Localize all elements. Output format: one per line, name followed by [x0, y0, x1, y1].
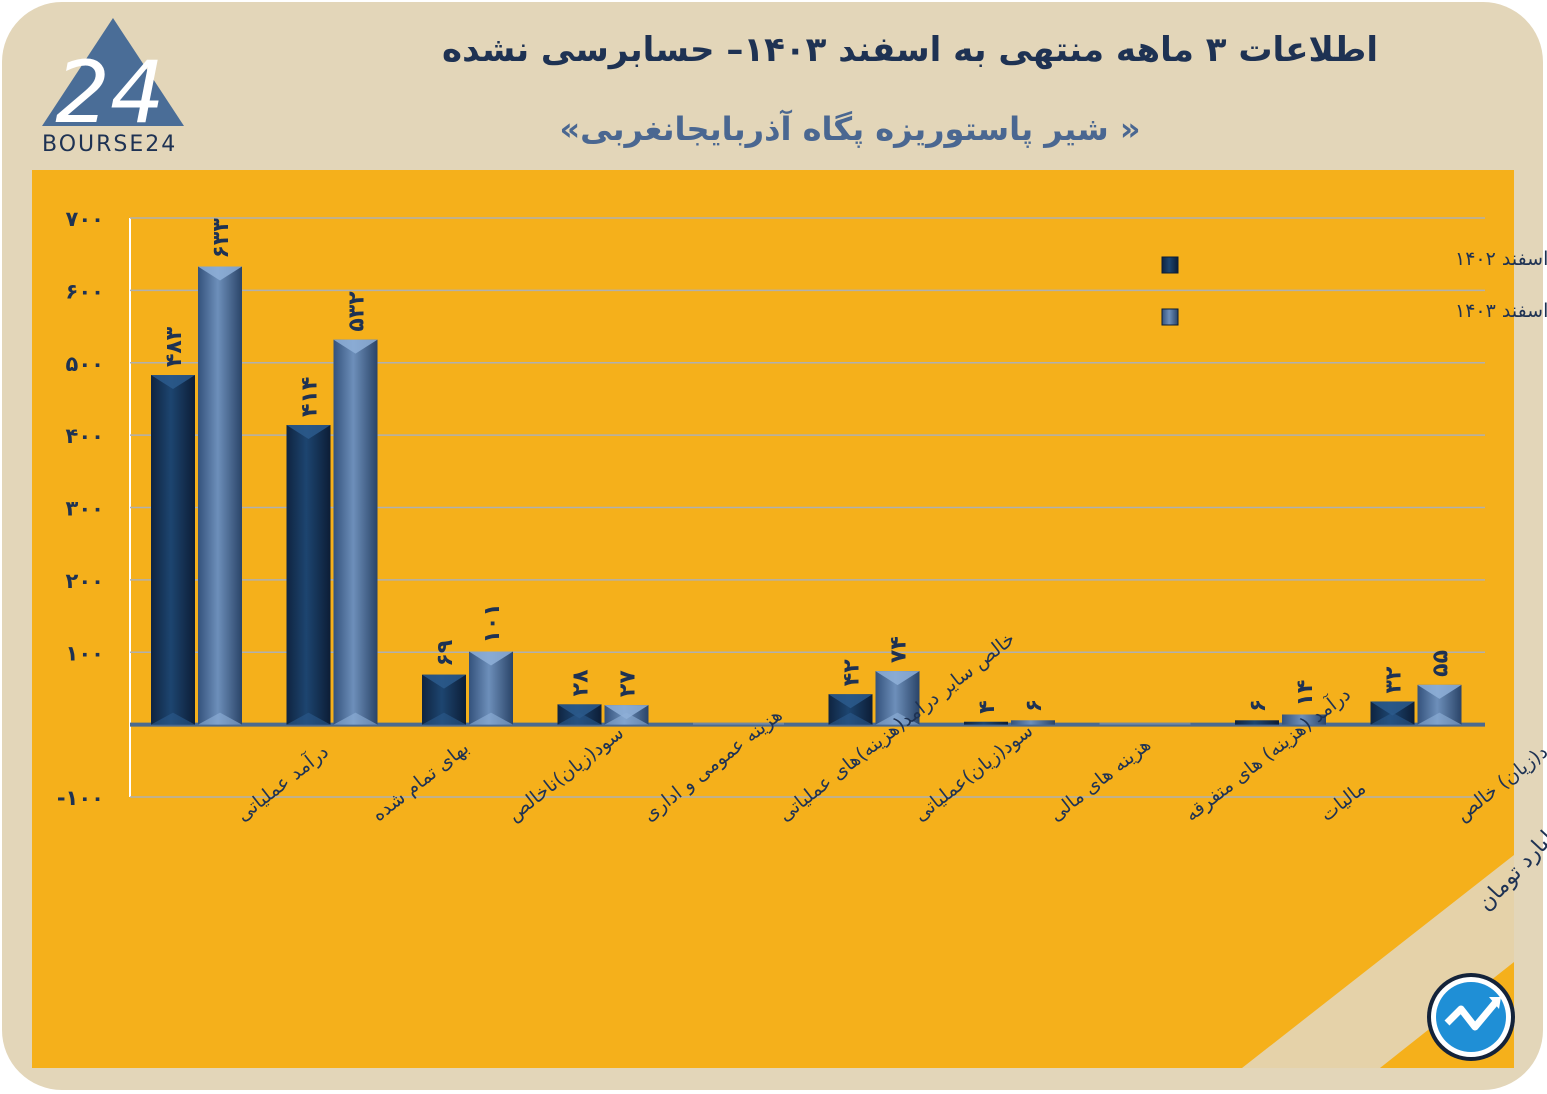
data-label: ۴۸۳ [162, 326, 187, 367]
bar-base [286, 712, 331, 725]
bar-base [422, 712, 466, 725]
bar-base [557, 712, 602, 725]
bar-cap [1370, 701, 1415, 716]
data-label: ۳۲ [1382, 666, 1407, 693]
bar-base [469, 712, 513, 725]
empty-bar [693, 722, 784, 725]
bar-base [333, 712, 378, 725]
data-label: ۲۸ [569, 669, 594, 696]
data-label: ۵۵ [1429, 650, 1454, 677]
legend-swatch-1403 [1161, 308, 1179, 326]
y-tick-label: ۶۰۰ [66, 279, 104, 303]
bar-cap [828, 694, 873, 709]
legend-label: عملکرد منتهی به اسفند ۱۴۰۳ [1455, 300, 1547, 322]
y-tick-label: ۷۰۰ [66, 207, 104, 231]
chart-panel [32, 170, 1514, 1068]
y-tick-label: ۱۰۰ [66, 641, 104, 665]
bar-cap [604, 705, 649, 720]
bar-cap [422, 674, 466, 689]
data-label: ۱۰۱ [480, 603, 505, 643]
bar-base [875, 712, 920, 725]
empty-bar [1099, 722, 1191, 725]
data-label: ۶ [1022, 699, 1047, 712]
data-label: ۶۹ [433, 640, 458, 667]
bar-cap [198, 266, 242, 281]
chart-logo-icon [1427, 973, 1515, 1061]
y-tick-label: ۴۰۰ [66, 424, 104, 448]
bar-1402 [151, 375, 195, 725]
y-tick-label: ۵۰۰ [66, 352, 104, 376]
data-label: ۵۳۲ [345, 291, 370, 332]
y-tick-label: ۲۰۰ [66, 569, 104, 593]
legend-swatch-1402 [1161, 256, 1179, 274]
logo-text: BOURSE24 [42, 132, 178, 157]
bar-1403 [1011, 720, 1055, 725]
data-label: ۲۷ [616, 670, 641, 697]
bar-cap [286, 424, 331, 439]
data-label: ۷۴ [887, 636, 912, 663]
bourse24-logo: 24 [42, 18, 184, 143]
bar-1402 [286, 424, 331, 725]
data-label: ۴۲ [840, 659, 865, 686]
bar-cap [1417, 684, 1462, 699]
page-title: اطلاعات ۳ ماهه منتهی به اسفند ۱۴۰۳– حساب… [442, 30, 1378, 70]
data-label: ۴ [975, 700, 1000, 713]
bar-base [828, 712, 873, 725]
legend-label: عملکرد منتهی به اسفند ۱۴۰۲ [1455, 248, 1547, 270]
data-label: ۴۱۴ [298, 377, 323, 417]
bar-cap [151, 375, 195, 390]
bar-cap [469, 651, 513, 666]
bar-base [151, 712, 195, 725]
bar-base [604, 712, 649, 725]
bar-1402 [1235, 720, 1279, 725]
logo-number: 24 [55, 43, 164, 143]
bar-cap [557, 704, 602, 719]
data-label: ۱۴ [1293, 680, 1318, 707]
bar-base [1370, 712, 1415, 725]
bar-cap [333, 339, 378, 354]
bar-cap [875, 671, 920, 686]
bar-1403 [333, 339, 378, 725]
page-subtitle: « شیر پاستوریزه پگاه آذربایجانغربی» [559, 110, 1141, 148]
bar-base [198, 712, 242, 725]
y-tick-label: ۳۰۰ [66, 497, 104, 521]
bar-1402 [964, 721, 1008, 725]
bar-1403 [198, 266, 242, 725]
data-label: ۶۳۳ [209, 218, 234, 259]
y-tick-label: -۱۰۰ [57, 786, 104, 810]
bar-1403 [1282, 714, 1326, 725]
bar-base [1417, 712, 1462, 725]
data-label: ۶ [1246, 699, 1271, 712]
